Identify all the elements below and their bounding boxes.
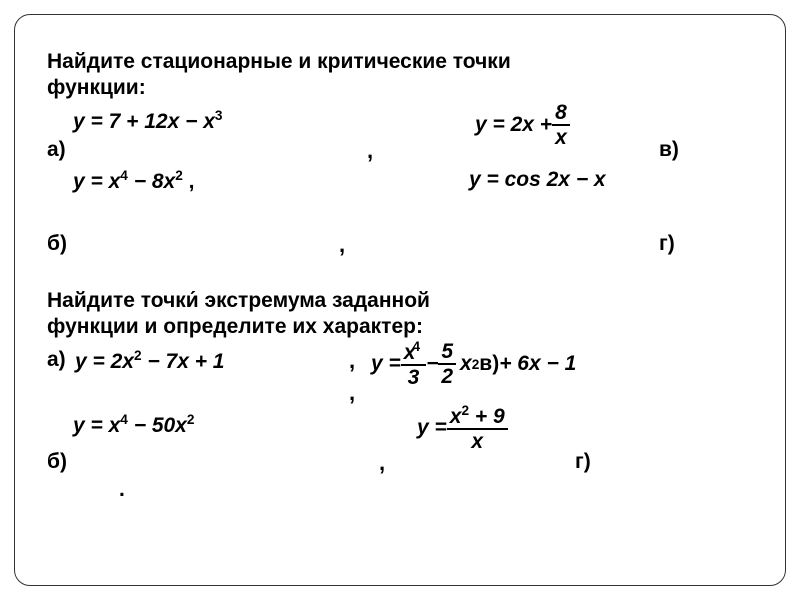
q2-eq-a-pre: y = 2x: [75, 350, 134, 373]
q2-heading: Найдите точки́ экстремума заданной функц…: [47, 288, 753, 341]
q1-heading: Найдите стационарные и критические точки…: [47, 49, 753, 102]
q1-eq-v: y = 2x + 8 x: [475, 102, 570, 148]
q2-comma-a: ,: [349, 348, 355, 374]
q1-eq-b-mid: − 8x: [128, 170, 175, 193]
q2-eq-g-num: x2 + 9: [447, 404, 508, 430]
q1-eq-v-pre: y = 2x +: [475, 113, 552, 137]
q2-eq-g-lead: y =: [417, 416, 447, 440]
q2-eq-a-mid: − 7x + 1: [142, 350, 225, 373]
q2-eq-g-den: x: [447, 430, 508, 452]
q2-eq-g-num-sup: 2: [461, 403, 469, 418]
q1-eq-v-num: 8: [552, 102, 570, 126]
q2-eq-g-num-pre: x: [450, 405, 462, 428]
q2-comma-b: ,: [379, 450, 385, 476]
q2-equations: а) y = 2x2 − 7x + 1 , y = x4 3 − 5 2 x2в…: [47, 340, 753, 550]
q2-eq-b-s2: 2: [187, 412, 195, 427]
q1-eq-b-s2: 2: [175, 168, 183, 183]
q1-eq-g-txt: y = cos 2x − x: [469, 168, 606, 191]
q2-heading-l1: Найдите точки́ экстремума заданной: [47, 289, 430, 312]
content-frame: Найдите стационарные и критические точки…: [14, 14, 786, 586]
q1-label-g: г): [659, 232, 675, 256]
q2-eq-v-frac1: x4 3: [401, 340, 426, 388]
q2-eq-a: y = 2x2 − 7x + 1: [75, 348, 224, 374]
q2-heading-l2: функции и определите их характер:: [47, 315, 423, 338]
q2-eq-v-den1: 3: [401, 366, 426, 388]
q2-dot: .: [119, 478, 125, 502]
q1-eq-v-frac: 8 x: [552, 102, 570, 148]
q2-eq-b-mid: − 50x: [128, 414, 187, 437]
q1-eq-b-tail: ,: [183, 170, 195, 193]
q1-heading-l2: функции:: [47, 76, 146, 99]
q2-eq-v-x: x: [460, 352, 472, 376]
q1-comma-a: ,: [367, 138, 373, 164]
q2-comma-mid: ,: [349, 380, 355, 406]
q2-eq-b-s1: 4: [120, 412, 128, 427]
q2-eq-v-clutter: в): [479, 352, 499, 376]
q2-eq-v-num1-sup: 4: [412, 339, 420, 354]
q1-eq-g: y = cos 2x − x: [469, 168, 606, 192]
q2-eq-b: y = x4 − 50x2: [73, 412, 194, 438]
q1-comma-b: ,: [339, 232, 345, 258]
q1-eq-a-sup: 3: [215, 108, 223, 123]
q2-eq-v-frac2: 5 2: [438, 341, 456, 387]
q1-eq-a: y = 7 + 12x − x3: [73, 108, 222, 134]
q2-eq-v-mid1: −: [426, 352, 438, 376]
q1-heading-l1: Найдите стационарные и критические точки: [47, 50, 511, 73]
q2-eq-b-pre: y = x: [73, 414, 120, 437]
q2-eq-v-num1: x4: [401, 340, 426, 366]
q2-eq-g: y = x2 + 9 x: [417, 404, 508, 452]
q2-eq-v-clutter-sup: 2: [472, 357, 480, 372]
q1-equations: y = 7 + 12x − x3 а) , y = 2x + 8 x в) y …: [47, 102, 753, 286]
q1-label-a: а): [47, 138, 66, 162]
q1-eq-a-pre: y = 7 + 12x − x: [73, 110, 215, 133]
q1-eq-b-s1: 4: [120, 168, 128, 183]
q2-eq-a-sup: 2: [134, 348, 142, 363]
q2-eq-v-den2: 2: [438, 365, 456, 387]
q2-label-a: а): [47, 348, 66, 372]
q1-eq-b-pre: y = x: [73, 170, 120, 193]
q2-label-b: б): [47, 450, 67, 474]
q1-label-v: в): [659, 138, 679, 162]
q2-eq-v-lead: y =: [371, 352, 401, 376]
q2-label-g: г): [575, 450, 591, 474]
q1-label-b: б): [47, 232, 67, 256]
q1-eq-b: y = x4 − 8x2 ,: [73, 168, 194, 194]
q2-eq-v-line1: y = x4 3 − 5 2 x2в)+ 6x − 1: [371, 340, 576, 388]
q2-eq-g-num-post: + 9: [469, 405, 505, 428]
q1-eq-v-den: x: [552, 126, 570, 148]
q2-eq-v-num2: 5: [438, 341, 456, 365]
q2-eq-g-frac: x2 + 9 x: [447, 404, 508, 452]
q2-eq-v-tail: + 6x − 1: [499, 352, 576, 376]
